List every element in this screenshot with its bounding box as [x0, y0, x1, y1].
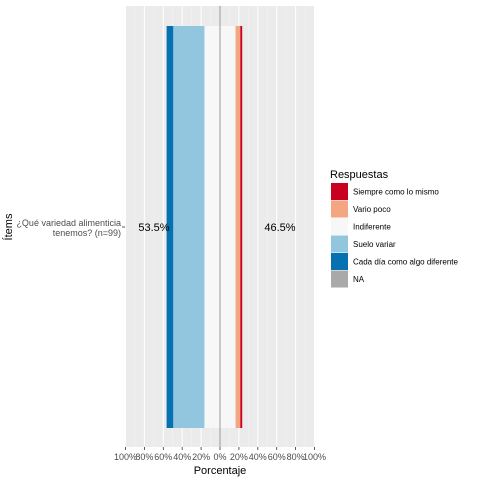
legend-swatch — [331, 200, 348, 218]
bar-segment-siempre-como-lo-mismo — [240, 26, 243, 428]
legend-swatch — [331, 253, 348, 270]
x-axis-title: Porcentaje — [194, 465, 247, 477]
legend-label: Indiferente — [353, 223, 391, 232]
bar-segment-cada-día-como-algo-diferente — [166, 26, 174, 428]
bar-segment-indiferente — [204, 26, 220, 428]
legend-label: Cada día como algo diferente — [353, 258, 459, 267]
legend-label: NA — [353, 275, 365, 284]
x-tick-label: 100% — [114, 452, 137, 462]
legend-swatch — [331, 235, 348, 253]
legend-label: Vario poco — [353, 205, 391, 214]
bar-segment-vario-poco — [235, 26, 241, 428]
legend-label: Siempre como lo mismo — [353, 188, 439, 197]
x-tick-label: 40% — [249, 452, 267, 462]
bar-segment-indiferente — [220, 26, 236, 428]
bar-segments — [166, 26, 243, 428]
x-tick-label: 20% — [192, 452, 210, 462]
x-tick-label: 60% — [154, 452, 172, 462]
item-label-line-2: tenemos? (n=99) — [53, 228, 121, 238]
legend: Respuestas Siempre como lo mismo Vario po… — [330, 169, 459, 288]
item-label-line-1: ¿Qué variedad alimenticia — [16, 218, 121, 228]
left-total-label: 53.5% — [138, 222, 169, 234]
x-tick-label: 80% — [135, 452, 153, 462]
x-ticks: 100%80% 60% 40% 20% 0% 20% 40% 60% 80%100% — [114, 447, 326, 462]
x-tick-label: 20% — [230, 452, 248, 462]
legend-label: Suelo variar — [353, 240, 396, 249]
y-axis-title: Ítems — [2, 213, 15, 240]
legend-swatch — [331, 270, 348, 288]
legend-swatch — [331, 183, 348, 200]
x-tick-label: 0% — [213, 452, 226, 462]
x-tick-label: 60% — [268, 452, 286, 462]
bar-segment-suelo-variar — [173, 26, 205, 428]
legend-title: Respuestas — [330, 169, 389, 181]
right-total-label: 46.5% — [264, 222, 295, 234]
x-tick-label: 80% — [287, 452, 305, 462]
legend-swatch — [331, 218, 348, 235]
x-tick-label: 40% — [173, 452, 191, 462]
x-tick-label: 100% — [303, 452, 326, 462]
